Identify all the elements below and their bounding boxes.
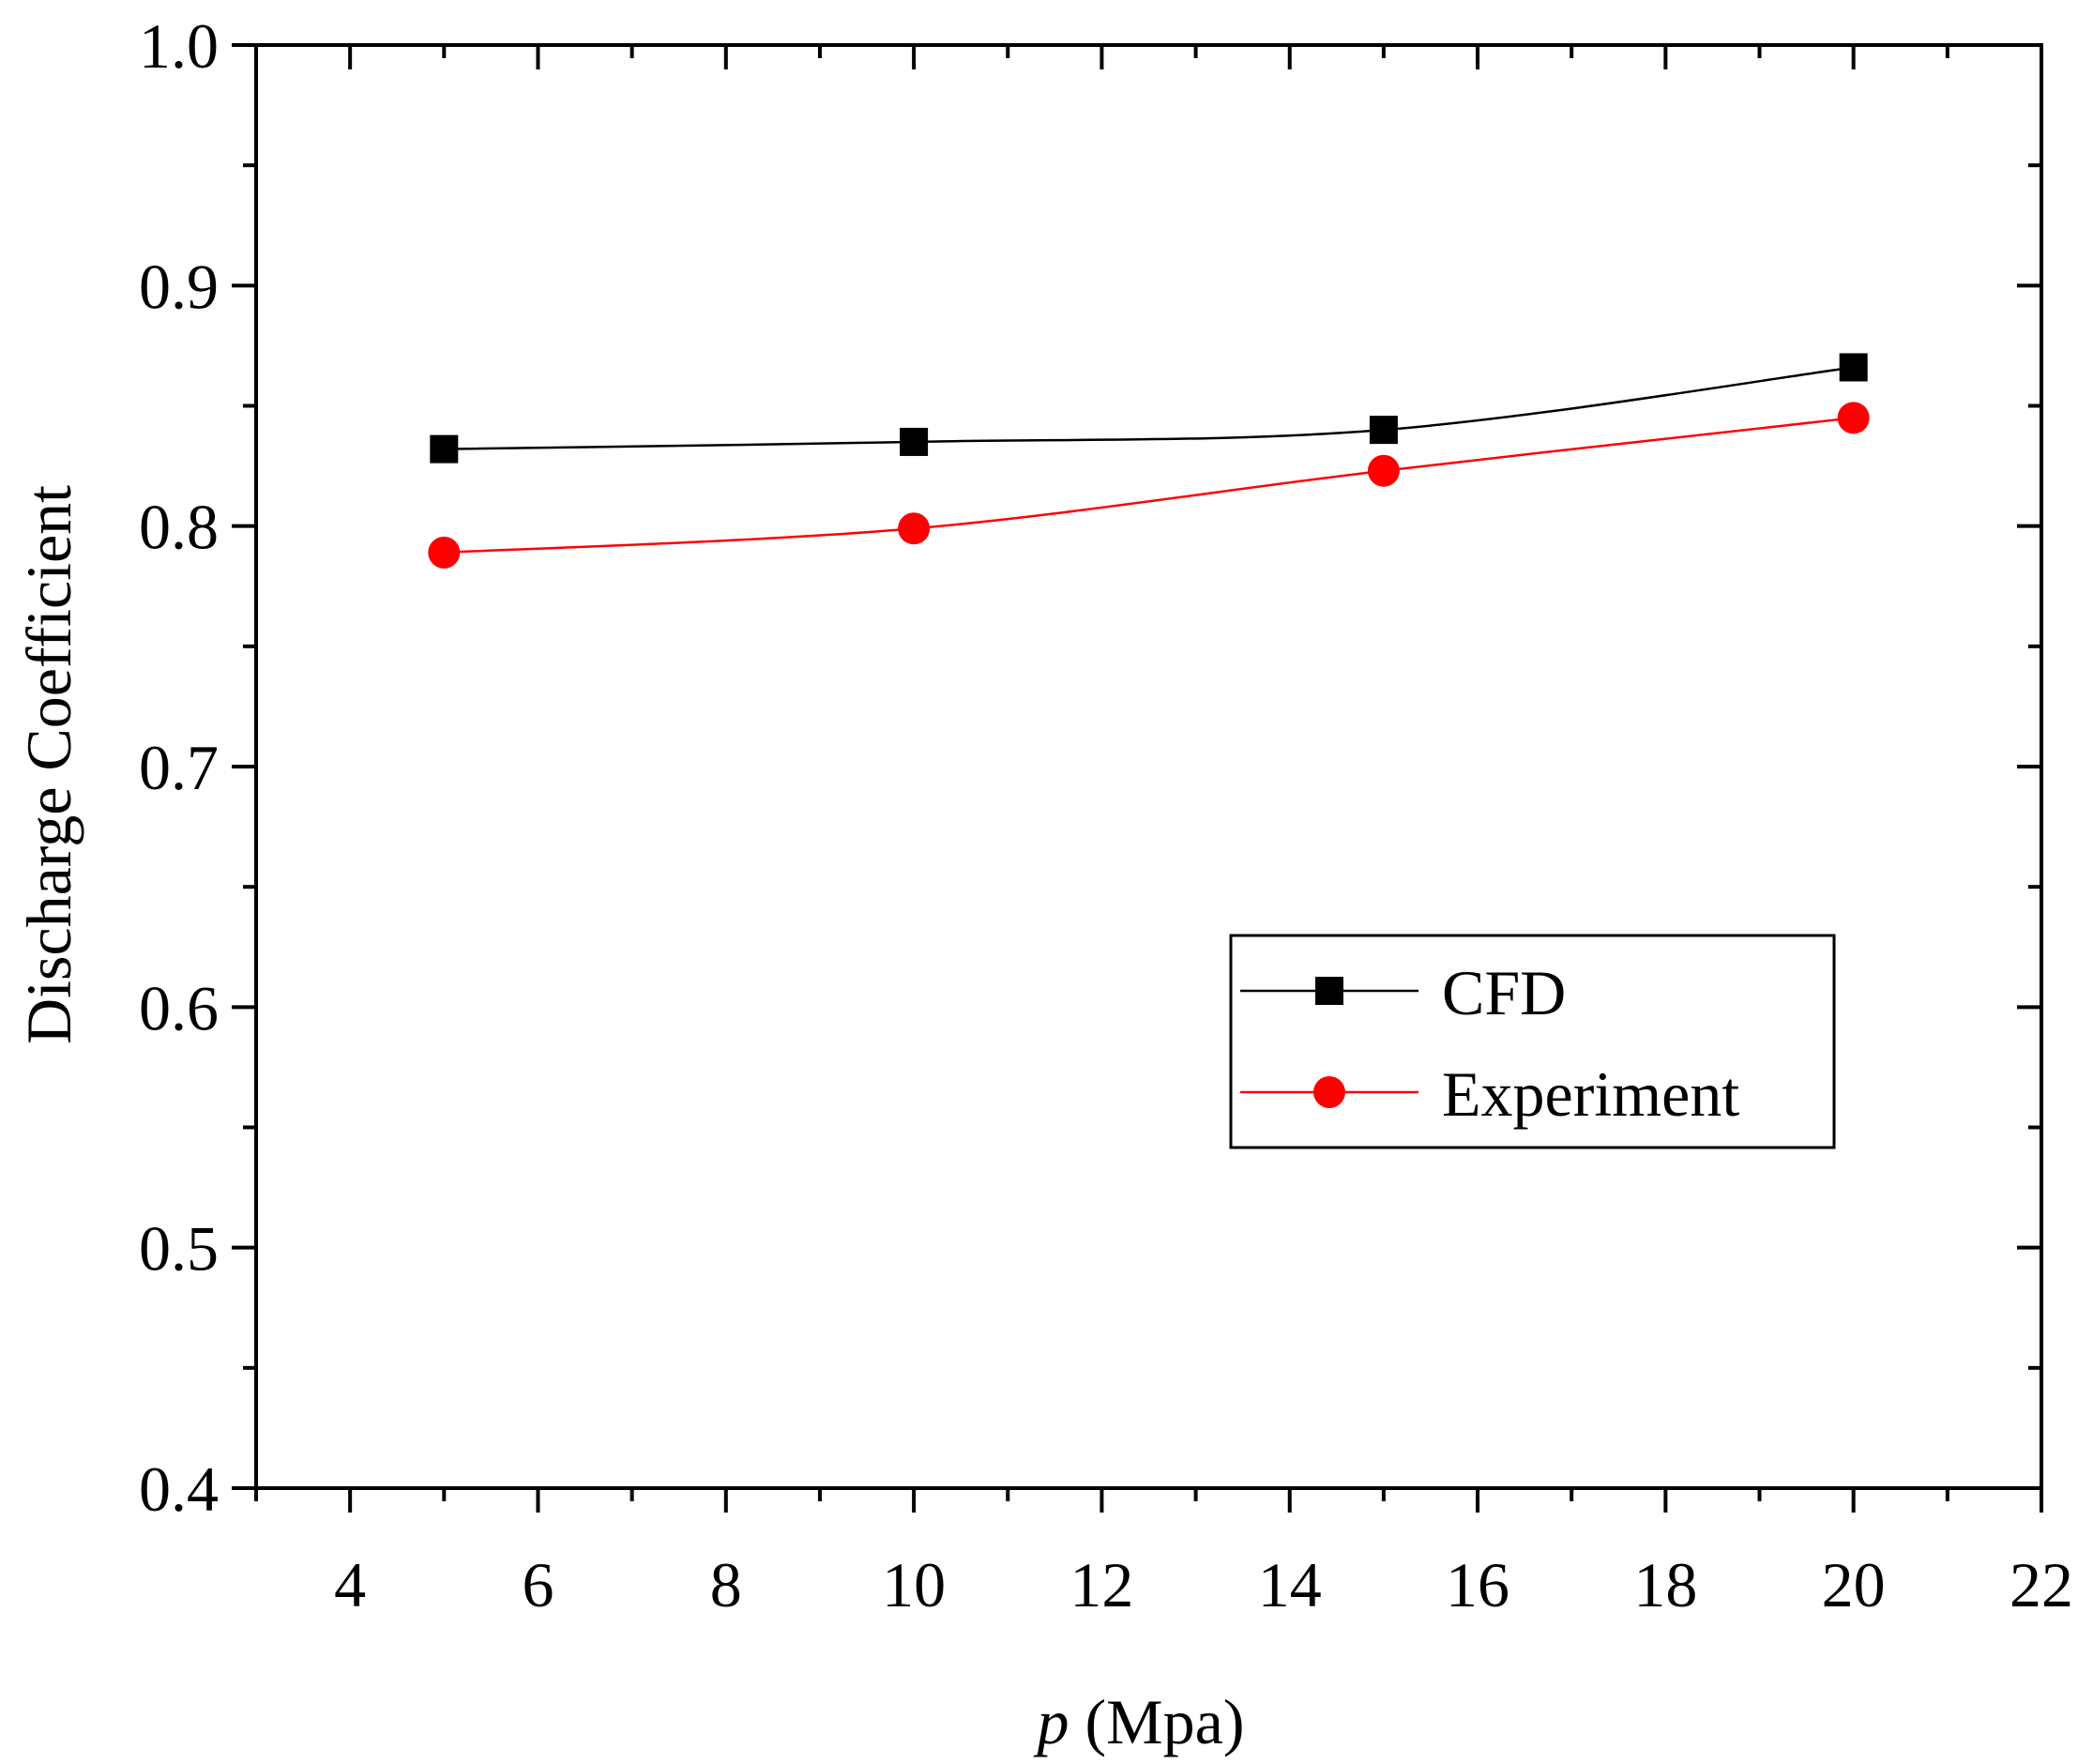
x-tick-label: 10 [882,1549,946,1620]
data-point-cfd [1369,416,1398,445]
x-axis-title: p (Mpa) [1034,1686,1245,1757]
x-tick-label: 6 [522,1549,554,1620]
plot-area-border [254,43,2043,1490]
plot-frame [254,43,2043,1490]
y-axis-title: Discharge Coefficient [13,485,84,1044]
x-axis-variable: p [1034,1686,1069,1757]
x-tick-label: 14 [1258,1549,1322,1620]
y-tick-label: 0.7 [139,732,219,803]
legend-marker-experiment [1313,1076,1345,1108]
legend-label-experiment: Experiment [1442,1058,1739,1130]
x-tick-label: 22 [2010,1549,2073,1620]
y-tick-label: 0.6 [139,972,219,1043]
series-line-experiment [444,417,1854,555]
legend: CFD Experiment [1229,934,1836,1149]
data-point-experiment [1837,402,1870,434]
data-point-experiment [1367,454,1400,487]
x-tick-label: 8 [710,1549,742,1620]
x-tick-label: 4 [334,1549,366,1620]
axis-ticks: 4 6 8 10 12 14 16 18 20 22 0.4 0.5 0.6 0.7 0.8 0.9 1.0 [139,10,2073,1620]
x-tick-label: 12 [1069,1549,1133,1620]
y-tick-label: 0.4 [139,1453,219,1525]
legend-label-cfd: CFD [1442,957,1566,1028]
y-tick-label: 0.8 [139,492,219,563]
data-point-cfd [1839,353,1868,382]
data-point-experiment [428,536,461,569]
y-tick-label: 0.9 [139,251,219,322]
series-line-cfd [444,366,1854,450]
series-layer [428,353,1870,569]
x-axis-unit: (Mpa) [1069,1686,1245,1757]
legend-box [1229,934,1836,1149]
data-point-experiment [898,512,931,545]
y-tick-label: 0.5 [139,1213,219,1285]
data-point-cfd [900,427,929,456]
y-tick-label: 1.0 [139,10,219,82]
x-tick-label: 16 [1446,1549,1509,1620]
x-tick-label: 20 [1822,1549,1886,1620]
legend-marker-cfd [1315,977,1343,1005]
x-tick-label: 18 [1633,1549,1697,1620]
data-point-cfd [430,434,459,464]
